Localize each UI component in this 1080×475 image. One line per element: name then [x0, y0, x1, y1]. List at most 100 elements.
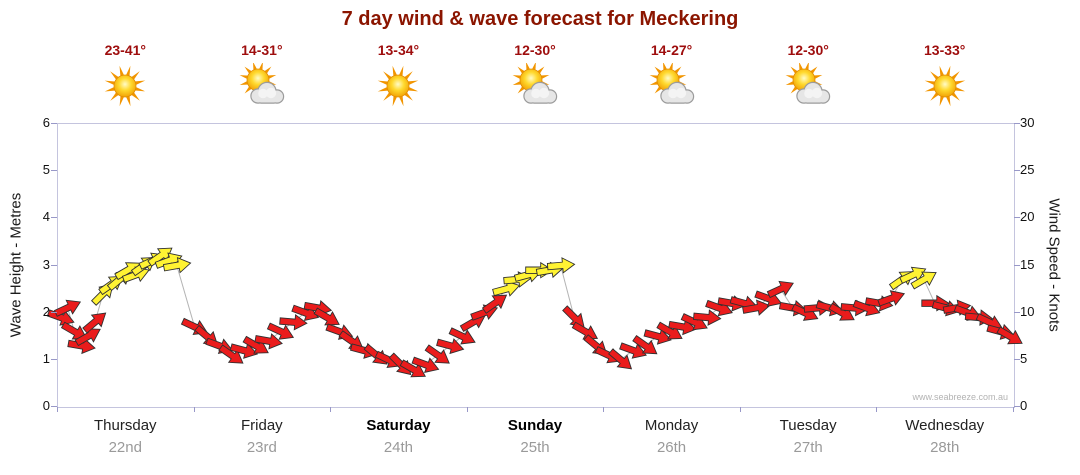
weather-icon-wrap	[876, 63, 1013, 111]
wind-arrow	[481, 294, 508, 314]
watermark: www.seabreeze.com.au	[912, 392, 1008, 402]
day-column-tuesday: 12-30°	[740, 42, 877, 111]
cloud-icon	[250, 81, 285, 104]
day-date: 23rd	[246, 439, 277, 456]
page-title: 7 day wind & wave forecast for Meckering	[341, 8, 739, 30]
wind-arrow	[742, 299, 771, 316]
day-date: 22nd	[108, 439, 142, 456]
tick-mark	[1014, 312, 1020, 313]
day-name: Thursday	[94, 417, 157, 434]
wind-arrow	[313, 307, 340, 326]
wind-speed-tick: 10	[1020, 303, 1035, 319]
day-column-thursday: 23-41°	[57, 42, 194, 111]
wind-arrow	[242, 335, 269, 354]
tick-mark	[467, 407, 468, 412]
wind-arrow	[692, 309, 722, 326]
wind-arrow	[766, 280, 794, 299]
wave-height-tick: 2	[42, 303, 50, 319]
tick-mark	[1014, 406, 1020, 407]
wave-height-tick: 6	[42, 115, 50, 130]
wind-speed-tick: 20	[1020, 209, 1035, 225]
sun-cloud-icon	[239, 61, 285, 104]
tick-mark	[330, 407, 331, 412]
weather-icon-wrap	[193, 61, 330, 111]
wind-speed-tick: 25	[1020, 162, 1035, 178]
wind-arrow	[411, 356, 440, 373]
tick-mark	[51, 406, 57, 407]
wind-speed-tick: 0	[1020, 398, 1028, 413]
day-column-friday: 14-31°	[193, 42, 330, 111]
tick-mark	[1014, 170, 1020, 171]
wind-speed-tick: 30	[1020, 115, 1035, 130]
temperature-range: 13-33°	[924, 42, 966, 58]
weather-icon-wrap	[57, 63, 194, 111]
wind-arrow	[643, 328, 672, 345]
wind-arrow	[254, 333, 283, 350]
tick-mark	[1014, 359, 1020, 360]
cloud-icon	[659, 81, 694, 104]
wind-arrow	[218, 344, 244, 364]
plot-area: www.seabreeze.com.au	[46, 123, 1023, 408]
sun-icon	[924, 65, 966, 107]
wind-arrow	[436, 338, 465, 355]
tick-mark	[1014, 217, 1020, 218]
wind-arrow-chart	[46, 247, 1023, 378]
cloud-icon	[796, 81, 831, 104]
weather-icon-wrap	[740, 61, 877, 111]
day-label-sunday: Sunday 25th	[467, 417, 604, 456]
day-column-monday: 14-27°	[603, 42, 740, 111]
day-date: 24th	[383, 439, 414, 456]
day-label-wednesday: Wednesday 28th	[876, 417, 1013, 456]
day-label-monday: Monday 26th	[603, 417, 740, 456]
day-column-saturday: 13-34°	[330, 42, 467, 111]
wind-arrow	[656, 321, 683, 340]
temperature-range: 14-27°	[650, 42, 693, 58]
wind-arrow	[546, 257, 576, 274]
sun-icon	[378, 65, 419, 107]
day-name: Friday	[241, 417, 283, 434]
day-label-tuesday: Tuesday 27th	[740, 417, 877, 456]
tick-mark	[740, 407, 741, 412]
cloud-icon	[523, 81, 558, 104]
tick-mark	[51, 217, 57, 218]
wind-arrow	[229, 342, 259, 359]
wave-height-tick: 5	[42, 162, 50, 178]
wind-arrow	[608, 348, 633, 370]
day-date: 27th	[793, 439, 823, 456]
tick-mark	[1014, 265, 1020, 266]
temperature-range: 23-41°	[104, 42, 146, 58]
day-column-wednesday: 13-33°	[876, 42, 1013, 111]
tick-mark	[51, 312, 57, 313]
wind-speed-tick: 5	[1020, 350, 1028, 366]
tick-mark	[603, 407, 604, 412]
weather-icon-wrap	[467, 61, 604, 111]
temperature-range: 12-30°	[787, 42, 829, 58]
tick-mark	[51, 123, 57, 124]
weather-icon-wrap	[603, 61, 740, 111]
wind-arrow	[82, 312, 107, 334]
day-label-thursday: Thursday 22nd	[57, 417, 194, 456]
temperature-range: 12-30°	[514, 42, 556, 58]
day-date: 26th	[656, 439, 687, 456]
wind-arrow	[492, 280, 521, 297]
tick-mark	[876, 407, 877, 412]
wind-arrow	[619, 342, 647, 359]
sun-cloud-icon	[649, 61, 694, 104]
wind-arrow	[448, 327, 476, 345]
wave-height-tick: 0	[42, 398, 50, 413]
wind-arrow	[899, 266, 927, 284]
tick-mark	[1014, 123, 1020, 124]
temperature-range: 13-34°	[377, 42, 420, 58]
wind-arrow	[266, 322, 295, 340]
wave-height-tick: 3	[42, 256, 50, 272]
tick-mark	[51, 359, 57, 360]
wave-height-tick: 1	[42, 350, 50, 366]
day-name: Wednesday	[905, 417, 985, 434]
sun-cloud-icon	[512, 61, 558, 104]
weather-icon-wrap	[330, 63, 467, 111]
wind-speed-tick: 15	[1020, 256, 1035, 272]
day-date: 28th	[930, 439, 960, 456]
wave-height-tick: 4	[42, 209, 50, 225]
wind-arrow	[53, 299, 82, 317]
temperature-range: 14-31°	[241, 42, 283, 58]
